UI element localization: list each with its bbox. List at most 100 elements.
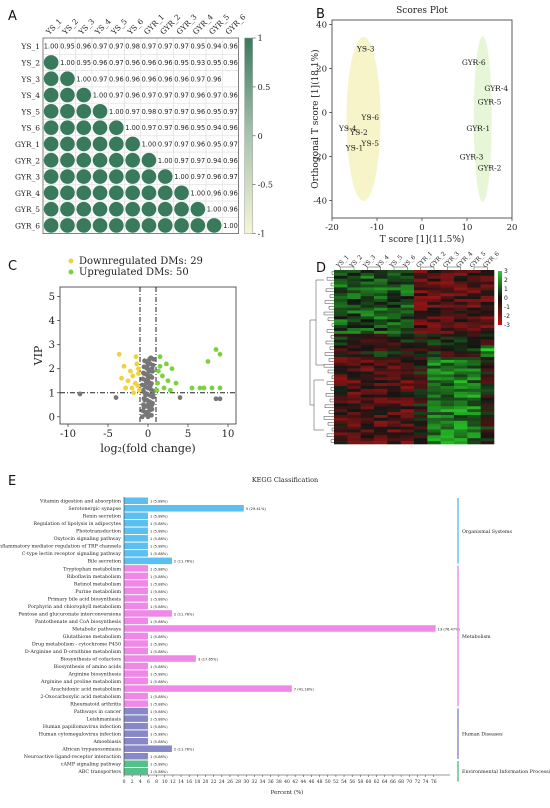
heat-cell	[427, 310, 441, 314]
bar-data-label: 1 (5.88%)	[150, 537, 168, 541]
heat-cell	[480, 420, 495, 424]
heat-cell	[374, 333, 388, 337]
heat-cell	[374, 270, 388, 274]
heat-cell	[414, 316, 428, 320]
heat-cell	[414, 374, 428, 378]
heat-cell	[374, 432, 388, 436]
heat-cell	[454, 380, 468, 384]
ns-point	[148, 355, 154, 361]
up-point	[217, 385, 223, 391]
heat-cell	[387, 432, 401, 436]
ns-point	[139, 382, 145, 388]
heat-cell	[467, 409, 481, 413]
heat-cell	[414, 388, 428, 393]
corr-value: 0.97	[191, 157, 206, 165]
corr-circle	[60, 218, 75, 233]
corr-circle	[92, 136, 108, 152]
corr-circle	[125, 185, 140, 201]
heat-cell	[360, 371, 375, 375]
heat-cell	[440, 275, 455, 279]
corr-circle	[125, 218, 140, 233]
corr-value: 1.00	[174, 173, 189, 181]
down-point	[136, 371, 141, 376]
heat-cell	[347, 278, 361, 282]
heat-cell	[454, 354, 468, 358]
heat-cell	[427, 316, 441, 320]
heat-cell	[480, 325, 495, 329]
kegg-bar	[124, 535, 148, 542]
bar-data-label: 1 (5.88%)	[150, 567, 168, 571]
heat-cell	[347, 287, 361, 291]
up-point	[189, 385, 195, 391]
row-label: YS_3	[20, 75, 40, 84]
heat-cell	[454, 319, 468, 323]
corr-value: 0.96	[125, 59, 140, 67]
heat-cell	[387, 330, 401, 335]
heat-cell	[387, 299, 401, 303]
heat-cell	[387, 377, 401, 381]
corr-circle	[92, 152, 108, 168]
heat-cell	[454, 426, 468, 430]
score-point	[488, 166, 491, 169]
heat-cell	[360, 304, 375, 308]
corr-circle	[109, 152, 124, 168]
corr-value: 0.95	[207, 140, 222, 148]
ns-point	[141, 396, 147, 402]
heat-cell	[480, 287, 495, 291]
heat-cell	[347, 345, 361, 349]
colorbar-tick-label: -1	[504, 304, 510, 311]
bar-data-label: 1 (5.88%)	[150, 530, 168, 534]
heat-cell	[387, 290, 401, 294]
corr-circle	[157, 218, 173, 233]
ns-point	[142, 358, 147, 364]
heat-cell	[440, 423, 455, 427]
colorbar-tick-label: -3	[504, 322, 510, 329]
corr-value: 0.96	[191, 140, 206, 148]
heat-cell	[467, 351, 481, 355]
heat-cell	[360, 281, 375, 285]
heat-cell	[440, 409, 455, 413]
heat-cell	[360, 296, 375, 300]
heat-cell	[414, 423, 428, 427]
ns-point	[177, 395, 183, 400]
kegg-bar	[124, 527, 148, 535]
heat-cell	[480, 351, 495, 355]
heat-cell	[414, 296, 428, 300]
column-label: YS_1	[334, 254, 350, 270]
heat-cell	[440, 333, 455, 337]
heat-cell	[360, 377, 375, 381]
heat-cell	[400, 374, 415, 378]
heat-cell	[334, 272, 348, 277]
heat-cell	[387, 333, 401, 337]
bar-data-label: 1 (5.88%)	[150, 755, 168, 759]
x-tick-label: 76	[431, 779, 437, 785]
corr-value: 0.97	[191, 173, 206, 181]
heat-cell	[440, 319, 455, 323]
heat-cell	[414, 435, 428, 439]
heat-cell	[387, 371, 401, 375]
corr-circle	[157, 185, 173, 201]
heat-cell	[454, 412, 468, 416]
corr-circle	[76, 104, 92, 119]
heat-cell	[440, 426, 455, 430]
heat-cell	[387, 368, 401, 372]
heat-cell	[427, 365, 441, 369]
heat-cell	[467, 336, 481, 340]
heat-cell	[374, 304, 388, 308]
heat-cell	[467, 403, 481, 407]
heat-cell	[334, 299, 348, 303]
heat-cell	[347, 371, 361, 375]
heat-cell	[334, 336, 348, 340]
heat-cell	[480, 293, 495, 297]
heat-cell	[480, 423, 495, 427]
x-tick-label: 44	[300, 779, 306, 785]
bar-data-label: 1 (5.88%)	[150, 740, 168, 744]
heat-cell	[467, 272, 481, 277]
heat-cell	[414, 386, 428, 390]
heat-cell	[334, 391, 348, 395]
heat-cell	[347, 357, 361, 361]
category-label: Pantothenate and CoA biosynthesis	[35, 619, 122, 625]
corr-value: 1.00	[60, 59, 75, 67]
heat-cell	[374, 278, 388, 282]
corr-value: 0.96	[223, 43, 238, 51]
